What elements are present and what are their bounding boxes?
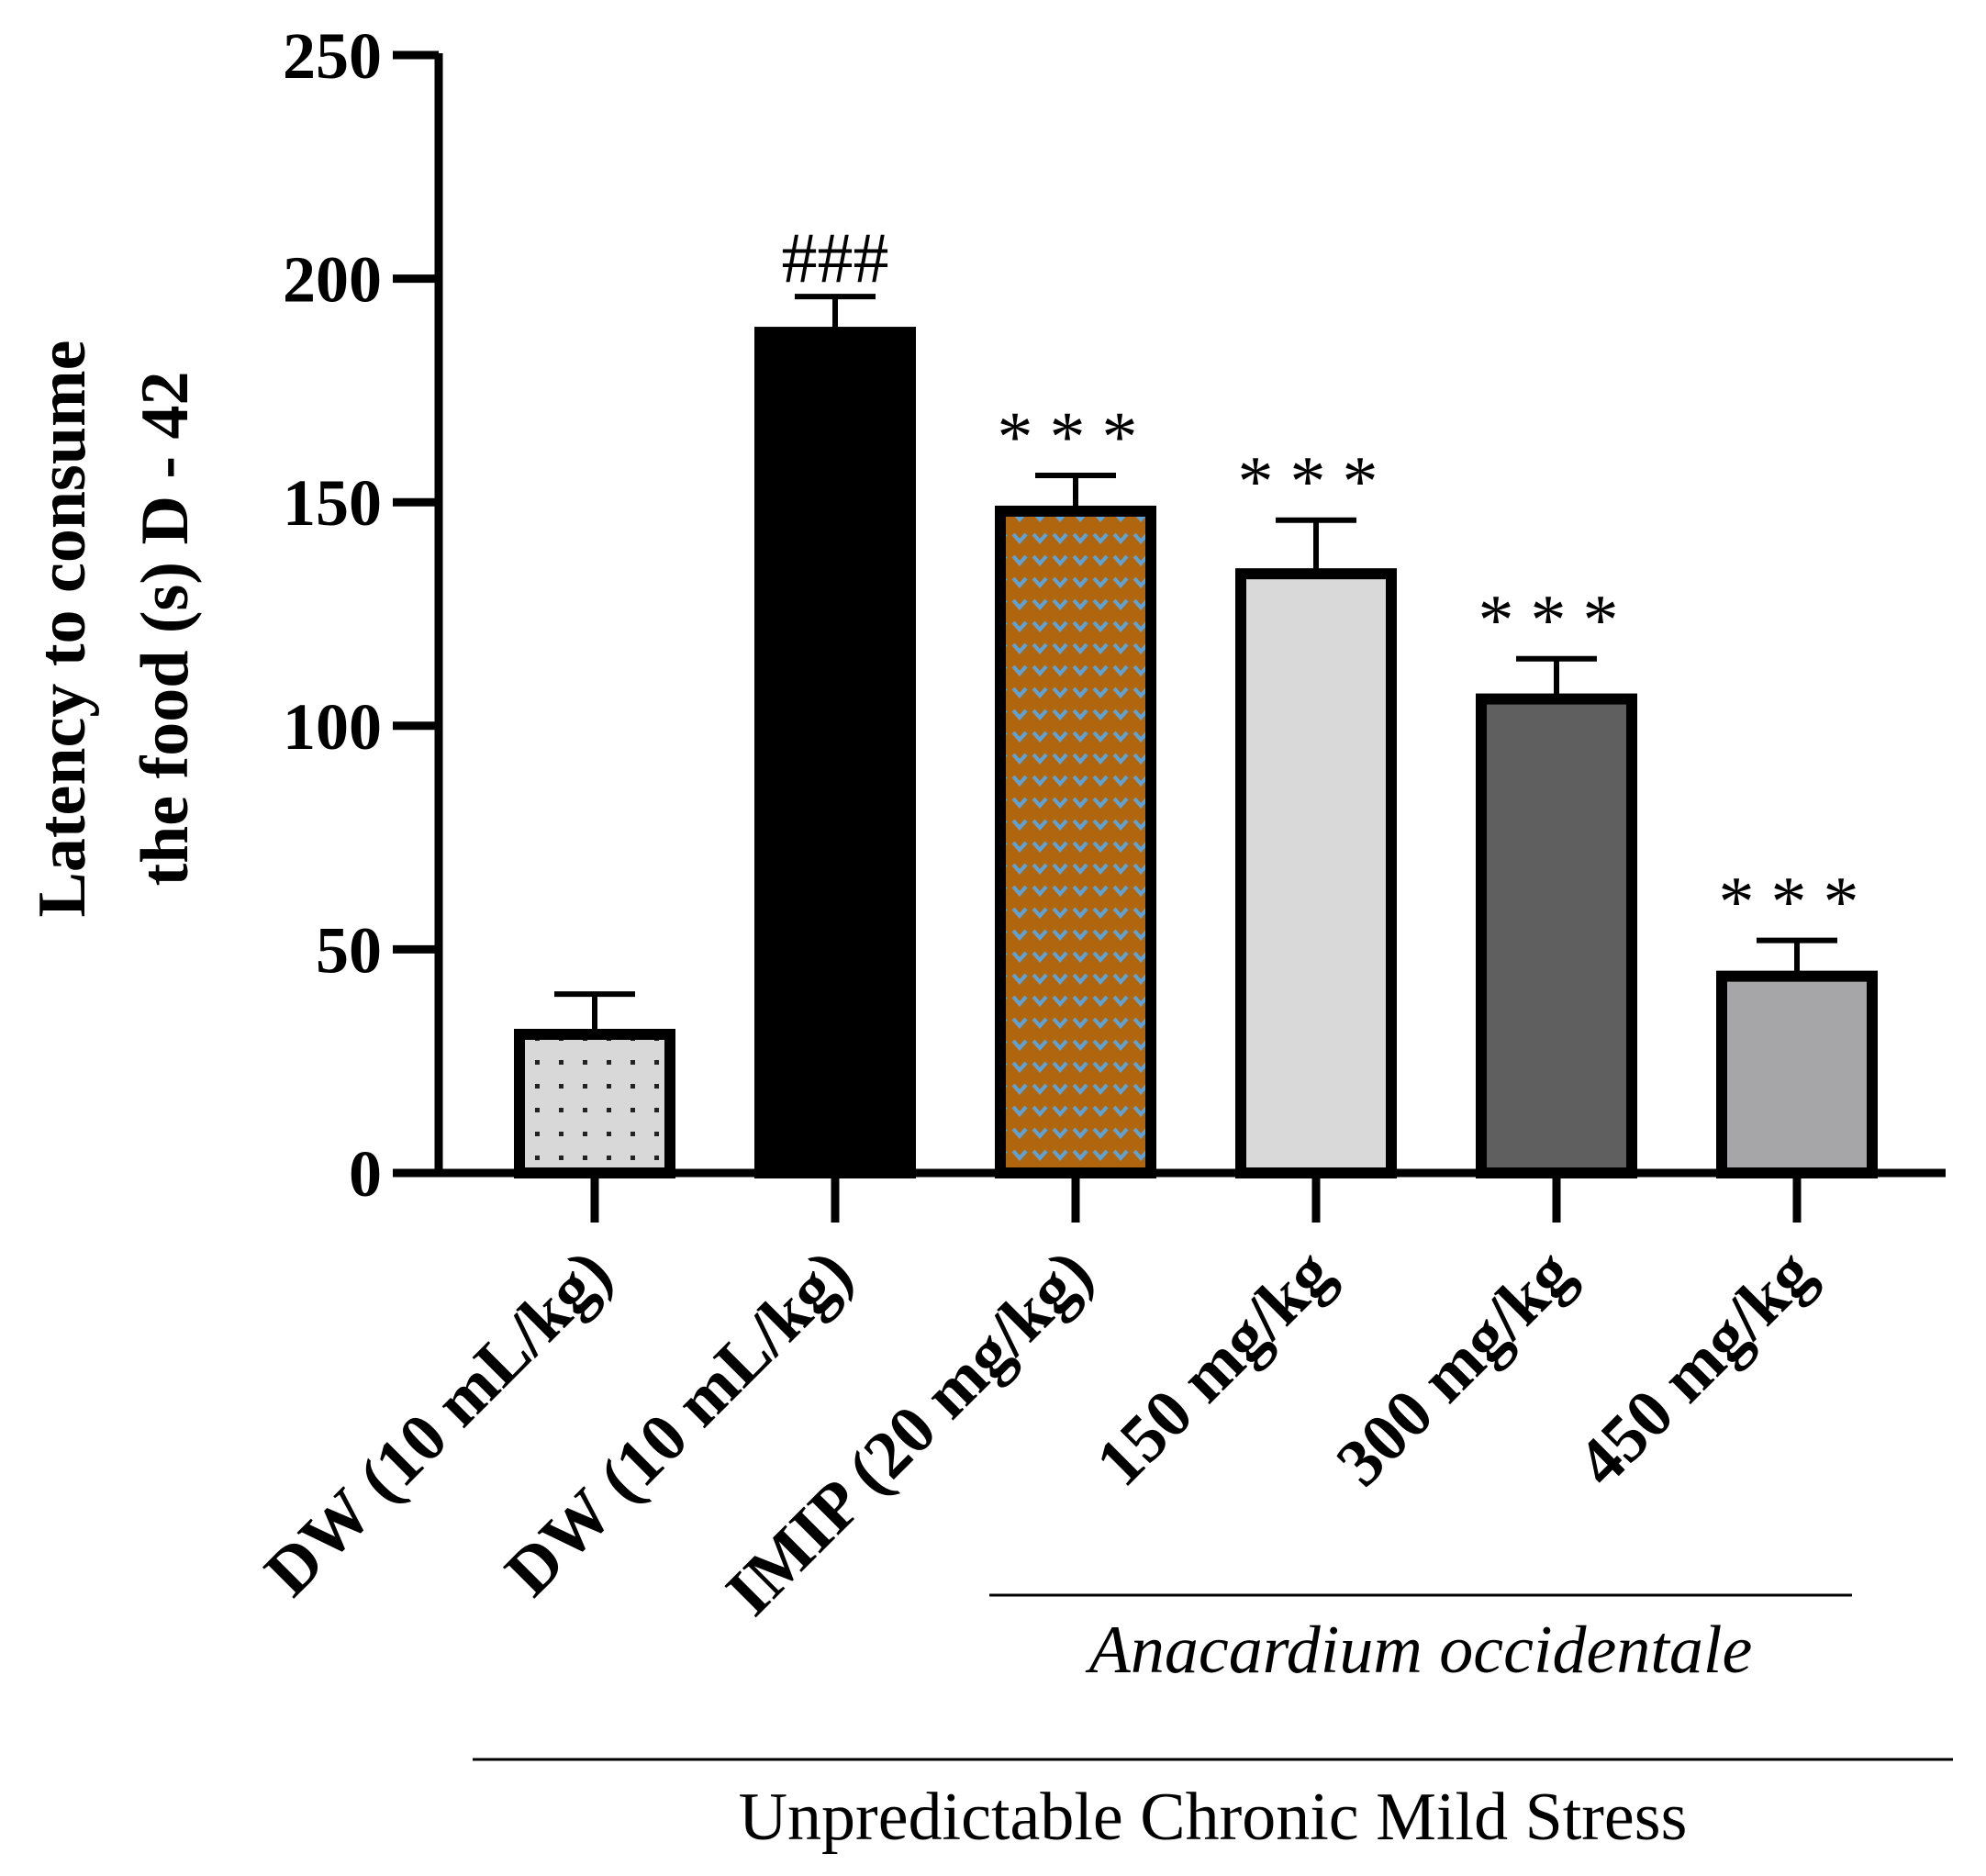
x-axis: DW (10 mL/kg)DW (10 mL/kg)IMIP (20 mg/kg…: [251, 1173, 1946, 1630]
y-label-line: the food (s) D - 42: [128, 371, 203, 886]
y-tick-label: 50: [316, 913, 382, 987]
x-tick-label: 300 mg/kg: [1322, 1235, 1588, 1501]
y-label-group: Latency to consume the food (s) D - 42: [25, 341, 203, 918]
significance-hash: ###: [782, 218, 889, 297]
bar: [760, 332, 910, 1173]
x-tick-label: 150 mg/kg: [1082, 1235, 1347, 1501]
y-axis: 0 50 100 150 200 250: [283, 19, 439, 1211]
group-label: Anacardium occidentale: [1085, 1613, 1753, 1688]
significance-asterisk: ***: [1478, 580, 1635, 660]
y-tick-label: 250: [283, 19, 382, 93]
significance-asterisk: ***: [1719, 862, 1876, 942]
y-tick-label: 100: [283, 690, 382, 764]
y-tick-label: 150: [283, 466, 382, 540]
significance-asterisk: ***: [998, 396, 1155, 476]
y-label-line: Latency to consume: [25, 341, 100, 918]
group-label: Unpredictable Chronic Mild Stress: [739, 1780, 1688, 1855]
bar-chart: 0 50 100 150 200 250 Latency to consume the fo…: [0, 0, 1986, 1876]
bar: [1241, 574, 1391, 1173]
group-labels: Anacardium occidentale Unpredictable Chro…: [473, 1595, 1953, 1855]
bars: ### *** *** *** ***: [519, 218, 1876, 1173]
bar: [1000, 511, 1151, 1173]
x-tick-label-group: 300 mg/kg: [1322, 1235, 1588, 1501]
x-tick-label: 450 mg/kg: [1563, 1235, 1828, 1501]
y-tick-label: 200: [283, 243, 382, 317]
bar: [1722, 977, 1872, 1173]
bar: [519, 1034, 670, 1173]
bar: [1481, 699, 1632, 1173]
x-tick-label-group: 150 mg/kg: [1082, 1235, 1347, 1501]
x-tick-label-group: 450 mg/kg: [1563, 1235, 1828, 1501]
y-axis-label: Latency to consume the food (s) D - 42: [25, 341, 203, 918]
y-tick-label: 0: [349, 1137, 382, 1211]
significance-asterisk: ***: [1238, 441, 1395, 521]
